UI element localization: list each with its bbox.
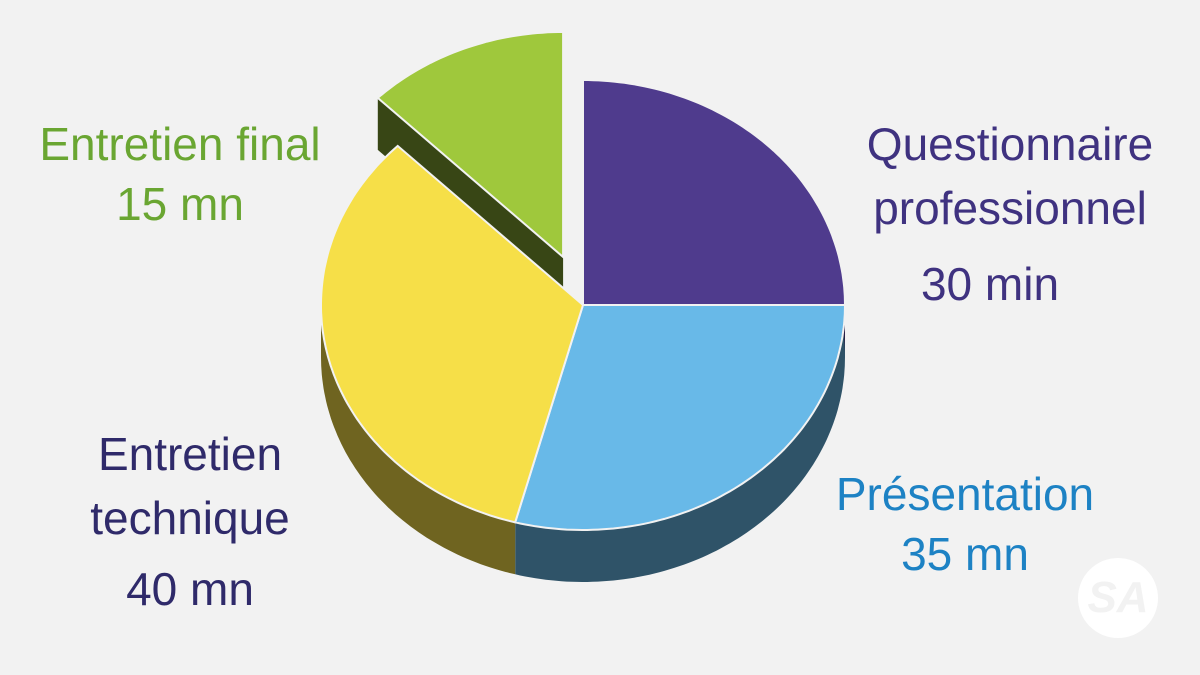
value-label: 35 mn	[901, 528, 1029, 580]
value-label: 15 mn	[116, 178, 244, 230]
category-label: Entretien technique	[90, 428, 290, 544]
logo: SA	[1078, 558, 1158, 638]
slice-side	[515, 305, 845, 582]
value-label: 40 mn	[126, 563, 254, 615]
value-label: 30 min	[920, 258, 1060, 310]
category-label: Entretien final	[39, 118, 321, 170]
category-label: Questionnaire professionnel	[866, 118, 1154, 234]
slice	[582, 79, 847, 306]
slice	[513, 304, 847, 531]
category-label: Présentation	[835, 468, 1095, 520]
slice	[320, 144, 585, 524]
slice	[376, 31, 565, 260]
